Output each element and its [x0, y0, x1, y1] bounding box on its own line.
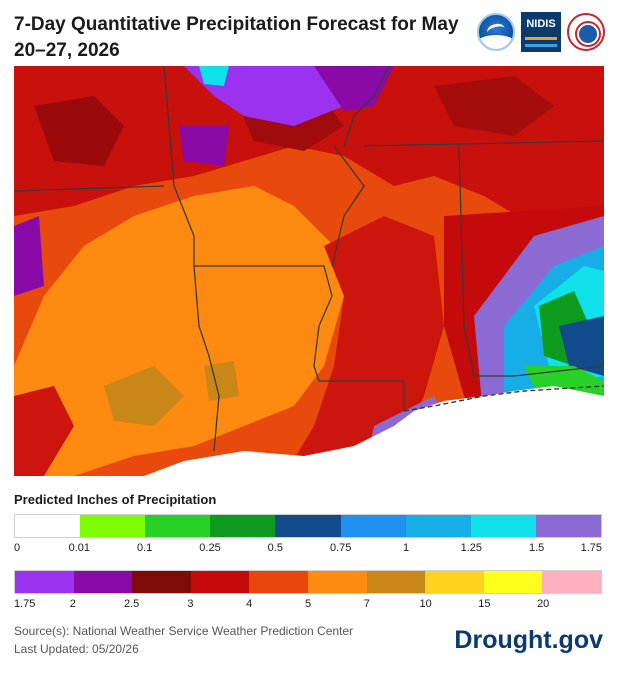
zone-magenta-north	[314, 66, 394, 111]
legend-tick-label: 0.01	[68, 542, 91, 554]
source-info: Source(s): National Weather Service Weat…	[14, 622, 353, 658]
legend-swatch	[542, 571, 601, 593]
nidis-logo: NIDIS	[521, 12, 561, 52]
source-text: Source(s): National Weather Service Weat…	[14, 624, 354, 638]
drought-gov-brand[interactable]: Drought.gov	[454, 626, 603, 654]
legend-tick-label: 2.5	[123, 598, 140, 610]
legend-tick-label: 1.25	[460, 542, 483, 554]
legend-swatch	[405, 515, 471, 537]
legend-tick-label: 5	[304, 598, 312, 610]
legend-swatch	[15, 571, 74, 593]
zone-cyan-north	[199, 66, 229, 86]
legend-tick-label: 0.5	[267, 542, 283, 554]
legend-swatch	[483, 571, 543, 593]
legend-swatch	[249, 571, 308, 593]
legend-tick-label: 1.5	[529, 542, 545, 554]
state-borders	[14, 66, 604, 452]
zone-orange-central	[14, 186, 344, 476]
legend-swatch	[190, 571, 250, 593]
legend-tick-label: 1.75	[580, 542, 602, 554]
legend-tick-label: 15	[478, 598, 491, 610]
legend-swatch	[307, 571, 367, 593]
legend-tick-label: 4	[246, 598, 253, 610]
map-title: 7-Day Quantitative Precipitation Forecas…	[14, 14, 459, 61]
legend-tick-label: 1	[402, 542, 410, 554]
noaa-logo	[477, 13, 515, 51]
logo-group: NIDIS	[477, 12, 605, 52]
nws-logo	[567, 13, 605, 51]
legend-tick-label: 1.75	[14, 598, 36, 610]
zone-navy-east	[559, 316, 604, 376]
legend-scale-row-2	[14, 570, 602, 594]
legend-tick-label: 0.75	[329, 542, 352, 554]
zone-red-sw	[14, 386, 74, 476]
legend-tick-label: 0.25	[199, 542, 221, 554]
zone-darkred-3	[434, 76, 554, 136]
gulf-water	[144, 386, 604, 476]
legend-tick-label: 20	[537, 598, 550, 610]
legend-tick-label: 2	[69, 598, 76, 610]
legend-swatch	[15, 515, 81, 537]
legend-tick-label: 3	[187, 598, 194, 610]
last-updated-text: Last Updated: 05/20/26	[14, 642, 139, 656]
zone-tan-2	[204, 361, 239, 401]
legend-scale-row-1	[14, 514, 602, 538]
legend-swatch	[366, 571, 426, 593]
legend-swatch	[80, 515, 146, 537]
precipitation-map-svg	[14, 66, 604, 476]
zone-magenta-2	[179, 126, 229, 166]
legend-swatch	[425, 571, 484, 593]
legend-tick-label: 0.1	[137, 542, 153, 554]
legend-swatch	[275, 515, 341, 537]
legend-swatch	[73, 571, 133, 593]
legend-title: Predicted Inches of Precipitation	[14, 492, 217, 507]
legend-swatch	[145, 515, 211, 537]
precipitation-map	[14, 66, 604, 476]
legend-swatch	[470, 515, 536, 537]
nidis-logo-text: NIDIS	[526, 18, 556, 30]
legend-swatch	[535, 515, 601, 537]
zone-magenta-west	[14, 216, 44, 296]
legend-swatch	[340, 515, 406, 537]
legend-tick-label: 10	[419, 598, 432, 610]
legend-swatch	[210, 515, 276, 537]
legend-swatch	[132, 571, 191, 593]
coastline-dashed	[403, 385, 604, 412]
legend-tick-label: 7	[363, 598, 370, 610]
legend-tick-label: 0	[14, 542, 21, 554]
zone-darkred-1	[34, 96, 124, 166]
zone-tan-1	[104, 366, 184, 426]
